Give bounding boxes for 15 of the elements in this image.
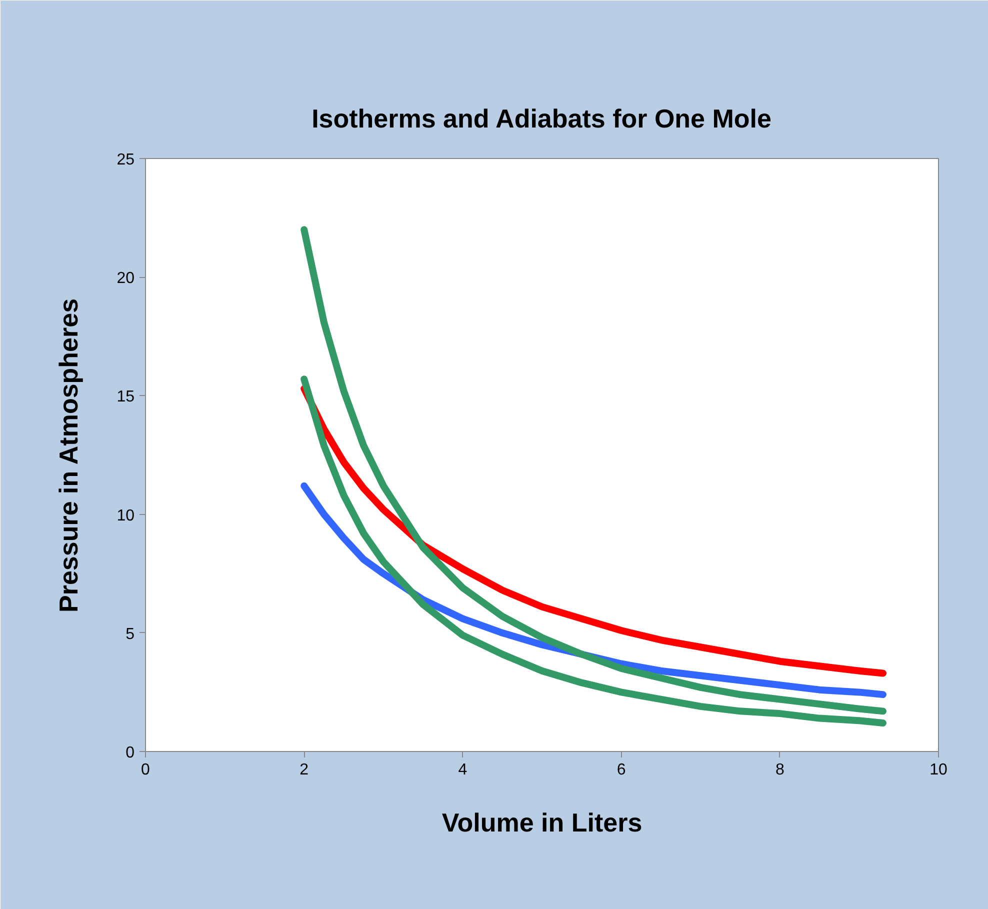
y-tick-label: 20 (116, 270, 135, 288)
x-tick-label: 6 (616, 762, 626, 778)
y-tick-label: 0 (126, 744, 135, 762)
y-tick-label: 15 (116, 388, 135, 406)
x-axis-title: Volume in Liters (442, 808, 642, 838)
y-tick-label: 5 (126, 626, 135, 643)
x-tick-label: 0 (141, 762, 150, 778)
y-tick-label: 10 (116, 507, 135, 524)
chart-title: Isotherms and Adiabats for One Mole (312, 104, 772, 134)
y-tick-label: 25 (116, 152, 135, 168)
x-tick-label: 2 (300, 762, 309, 778)
x-tick-label: 4 (458, 762, 468, 778)
y-axis-title: Pressure in Atmospheres (54, 298, 84, 613)
x-tick-label: 10 (930, 762, 948, 778)
x-tick-label: 8 (775, 762, 784, 778)
